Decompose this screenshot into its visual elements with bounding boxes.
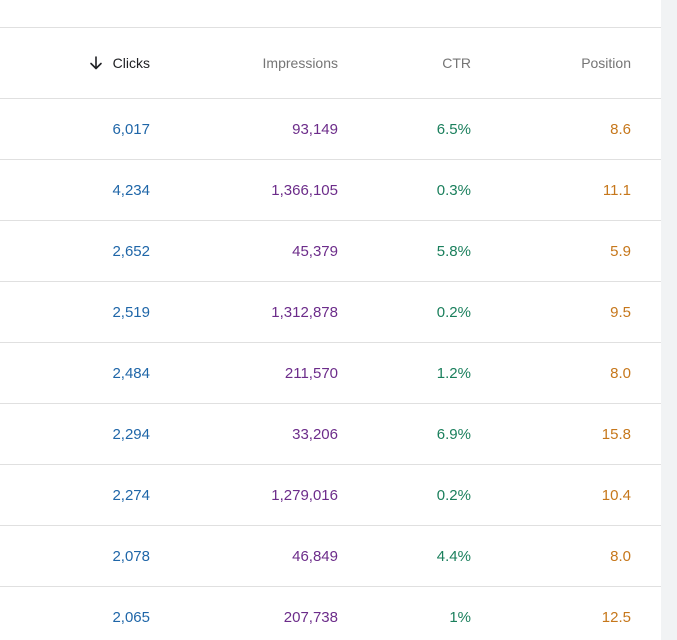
cell-clicks: 2,078	[112, 547, 150, 565]
table-row[interactable]: 2,652 45,379 5.8% 5.9	[0, 221, 661, 282]
table-row[interactable]: 6,017 93,149 6.5% 8.6	[0, 99, 661, 160]
column-header-impressions-label: Impressions	[262, 55, 338, 71]
cell-clicks: 4,234	[112, 181, 150, 199]
cell-position: 12.5	[601, 608, 631, 626]
cell-clicks: 2,652	[112, 242, 150, 260]
column-header-position[interactable]: Position	[471, 28, 631, 98]
column-header-position-label: Position	[581, 55, 631, 71]
column-header-impressions[interactable]: Impressions	[150, 28, 338, 98]
cell-impressions: 1,279,016	[271, 486, 338, 504]
cell-impressions: 33,206	[292, 425, 338, 443]
table-row[interactable]: 2,065 207,738 1% 12.5	[0, 587, 661, 640]
cell-impressions: 211,570	[284, 364, 338, 382]
cell-position: 8.0	[610, 364, 631, 382]
cell-position: 11.1	[602, 181, 631, 199]
cell-ctr: 5.8%	[436, 242, 471, 260]
performance-table: Clicks Impressions CTR Position 6,017 93,…	[0, 27, 661, 640]
cell-ctr: 6.9%	[436, 425, 471, 443]
cell-ctr: 0.2%	[436, 486, 471, 504]
cell-impressions: 1,312,878	[271, 303, 338, 321]
cell-impressions: 1,366,105	[271, 181, 338, 199]
cell-impressions: 46,849	[292, 547, 338, 565]
cell-ctr: 0.2%	[436, 303, 471, 321]
table-row[interactable]: 4,234 1,366,105 0.3% 11.1	[0, 160, 661, 221]
table-top-divider	[0, 27, 661, 28]
column-header-ctr-label: CTR	[442, 55, 471, 71]
cell-position: 8.6	[610, 120, 631, 138]
table-row[interactable]: 2,519 1,312,878 0.2% 9.5	[0, 282, 661, 343]
cell-clicks: 2,274	[112, 486, 150, 504]
cell-position: 5.9	[610, 242, 631, 260]
cell-impressions: 45,379	[292, 242, 338, 260]
table-row[interactable]: 2,078 46,849 4.4% 8.0	[0, 526, 661, 587]
cell-position: 15.8	[601, 425, 631, 443]
table-row[interactable]: 2,274 1,279,016 0.2% 10.4	[0, 465, 661, 526]
table-row[interactable]: 2,484 211,570 1.2% 8.0	[0, 343, 661, 404]
scrollbar-gutter[interactable]	[661, 0, 677, 640]
cell-clicks: 6,017	[112, 120, 150, 138]
cell-ctr: 1.2%	[436, 364, 471, 382]
column-header-ctr[interactable]: CTR	[338, 28, 471, 98]
table-header-row: Clicks Impressions CTR Position	[0, 28, 661, 99]
cell-position: 8.0	[610, 547, 631, 565]
cell-clicks: 2,294	[112, 425, 150, 443]
cell-clicks: 2,484	[112, 364, 150, 382]
arrow-down-icon	[88, 55, 104, 71]
cell-ctr: 1%	[449, 608, 471, 626]
cell-ctr: 0.3%	[436, 181, 471, 199]
cell-position: 10.4	[601, 486, 631, 504]
cell-impressions: 207,738	[283, 608, 338, 626]
cell-clicks: 2,519	[112, 303, 150, 321]
cell-impressions: 93,149	[292, 120, 338, 138]
column-header-clicks-label: Clicks	[112, 55, 150, 71]
table-row[interactable]: 2,294 33,206 6.9% 15.8	[0, 404, 661, 465]
cell-clicks: 2,065	[112, 608, 150, 626]
cell-position: 9.5	[610, 303, 631, 321]
column-header-clicks[interactable]: Clicks	[0, 28, 150, 98]
cell-ctr: 6.5%	[436, 120, 471, 138]
cell-ctr: 4.4%	[436, 547, 471, 565]
